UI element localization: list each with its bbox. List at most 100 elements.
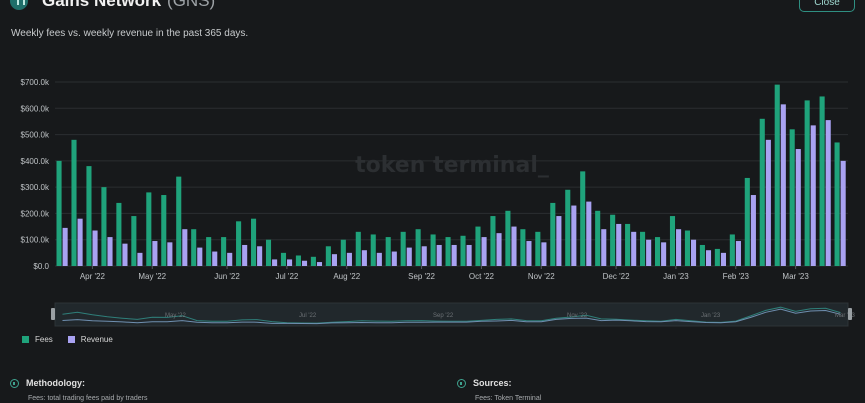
- range-selection: [55, 303, 848, 326]
- chart-legend: Fees Revenue: [22, 335, 113, 344]
- revenue-bar: [720, 252, 727, 266]
- fees-bar: [71, 139, 77, 266]
- fees-bar: [340, 239, 346, 266]
- revenue-bar: [361, 250, 367, 266]
- revenue-bar: [406, 247, 412, 266]
- revenue-bar: [272, 259, 278, 266]
- fees-bar: [400, 231, 406, 266]
- revenue-bar: [421, 246, 427, 266]
- page-title: Gains Network: [42, 0, 162, 10]
- project-logo-icon: [10, 0, 28, 10]
- y-tick-label: $700.0k: [21, 78, 50, 87]
- fees-bar: [131, 216, 137, 266]
- x-tick-label: Sep '22: [408, 272, 435, 281]
- header: Gains Network (GNS): [10, 0, 215, 11]
- navigator-tick-label: May '22: [165, 313, 186, 319]
- revenue-bar: [137, 252, 143, 266]
- methodology-heading: Methodology:: [10, 378, 85, 388]
- revenue-bar: [376, 252, 382, 266]
- fees-bar: [385, 237, 391, 266]
- revenue-bar: [616, 223, 622, 266]
- sources-heading-label: Sources:: [473, 378, 512, 388]
- revenue-bar: [631, 231, 637, 266]
- revenue-bar: [152, 241, 158, 266]
- fees-bar: [161, 195, 167, 266]
- fees-bar: [490, 216, 496, 266]
- fees-bar: [744, 177, 750, 266]
- revenue-bar: [242, 244, 248, 266]
- revenue-bar: [646, 239, 652, 266]
- fees-bar: [430, 234, 436, 266]
- revenue-bar: [212, 251, 218, 266]
- revenue-bar: [840, 160, 846, 266]
- legend-fees-label: Fees: [35, 335, 53, 344]
- fees-bar: [699, 244, 705, 266]
- fees-bar: [265, 239, 272, 266]
- fees-bar: [475, 226, 481, 266]
- x-tick-label: Jun '22: [214, 272, 240, 281]
- fees-bar: [774, 84, 780, 266]
- x-tick-label: Jan '23: [663, 272, 689, 281]
- sources-text: Fees: Token Terminal: [475, 395, 542, 402]
- y-tick-label: $100.0k: [21, 236, 50, 245]
- fees-bar: [460, 235, 466, 266]
- revenue-bar: [511, 226, 517, 266]
- navigator-right-handle: [848, 308, 852, 320]
- watermark: token terminal_: [355, 153, 549, 178]
- revenue-bar: [287, 259, 293, 266]
- y-tick-label: $600.0k: [21, 104, 50, 113]
- fees-bar: [310, 256, 316, 266]
- x-tick-label: Apr '22: [80, 272, 106, 281]
- revenue-bar: [466, 244, 472, 266]
- fees-bar: [834, 142, 840, 266]
- revenue-bar: [526, 241, 532, 266]
- fees-bar: [116, 202, 122, 266]
- y-tick-label: $200.0k: [21, 209, 50, 218]
- revenue-bar: [346, 252, 352, 266]
- fees-bar: [86, 166, 92, 266]
- revenue-bar: [661, 242, 667, 266]
- sources-heading: Sources:: [457, 378, 512, 388]
- revenue-bar: [331, 254, 337, 266]
- fees-bar: [595, 210, 601, 266]
- fees-bar: [804, 100, 810, 267]
- revenue-bar: [705, 250, 712, 266]
- fees-bar: [714, 248, 720, 266]
- x-tick-label: Oct '22: [469, 272, 495, 281]
- fees-bar: [280, 252, 287, 266]
- revenue-bar: [571, 205, 577, 266]
- info-icon: [457, 378, 466, 388]
- legend-revenue[interactable]: Revenue: [67, 335, 113, 344]
- navigator-left-handle: [51, 308, 55, 320]
- revenue-bar: [735, 241, 741, 266]
- revenue-bar: [167, 242, 173, 266]
- fees-bar: [684, 230, 690, 266]
- revenue-bar: [227, 252, 233, 266]
- revenue-bar: [436, 244, 442, 266]
- close-button[interactable]: Close: [799, 0, 855, 12]
- fees-bar: [729, 234, 735, 266]
- x-tick-label: Jul '22: [275, 272, 298, 281]
- fees-bar: [236, 221, 242, 266]
- revenue-bar: [690, 239, 697, 266]
- fees-bar: [445, 237, 451, 266]
- revenue-bar: [257, 246, 263, 266]
- fees-bar: [669, 216, 676, 266]
- revenue-bar: [107, 237, 113, 266]
- fees-bar: [819, 96, 825, 266]
- fees-bar: [191, 229, 197, 266]
- revenue-bar: [451, 244, 457, 266]
- fees-bar: [146, 192, 152, 266]
- fees-bar: [56, 160, 62, 266]
- fees-bar: [370, 234, 376, 266]
- legend-fees[interactable]: Fees: [22, 335, 53, 344]
- fees-bar: [221, 237, 227, 266]
- methodology-text: Fees: total trading fees paid by traders: [28, 395, 148, 402]
- fees-bar: [580, 171, 586, 266]
- fees-bar: [565, 189, 571, 266]
- revenue-bar: [122, 243, 128, 266]
- ticker-symbol: (GNS): [167, 0, 216, 10]
- revenue-bar: [316, 262, 323, 266]
- fees-bar: [206, 237, 212, 266]
- fees-swatch-icon: [22, 336, 29, 343]
